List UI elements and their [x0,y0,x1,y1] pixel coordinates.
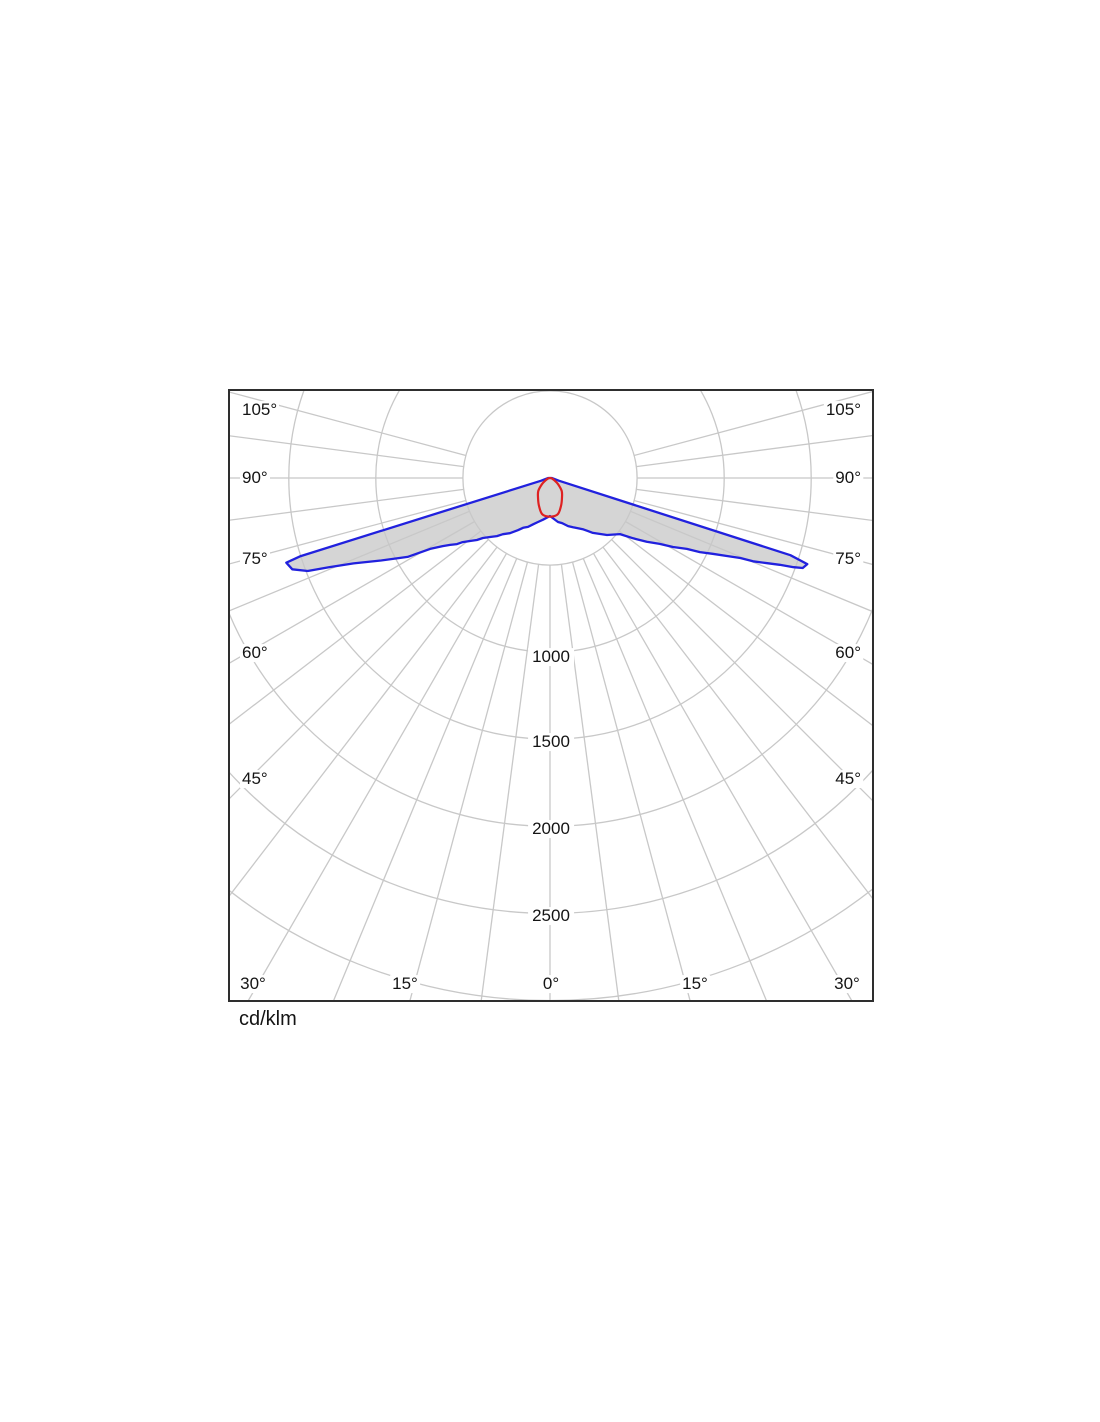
unit-label: cd/klm [239,1008,297,1031]
angle-tick-label-right-3: 90° [833,468,863,488]
angle-tick-label-right-0: 45° [833,769,863,789]
radial-tick-label-2: 2000 [528,820,574,838]
angle-tick-label-right-4: 105° [823,400,863,420]
angle-tick-label-bottom-3: 15° [680,974,710,994]
angle-tick-label-bottom-4: 30° [832,974,862,994]
plot-border [228,389,874,1002]
c0-c180-plane-curve [285,476,809,573]
plot-area [229,390,873,1001]
angle-tick-label-left-0: 105° [240,400,280,420]
radial-tick-label-1: 1500 [528,733,574,751]
angle-tick-label-bottom-2: 0° [540,974,562,994]
angle-tick-label-left-3: 60° [240,643,270,663]
angle-tick-label-right-2: 75° [833,549,863,569]
radial-tick-label-3: 2500 [528,907,574,925]
c90-c270-plane-curve [536,476,564,518]
angle-tick-label-left-2: 75° [240,549,270,569]
polar-grid [229,390,873,1001]
radial-tick-label-0: 1000 [528,648,574,666]
angle-tick-label-bottom-1: 15° [390,974,420,994]
angle-tick-label-left-4: 45° [240,769,270,789]
angle-tick-label-left-1: 90° [240,468,270,488]
angle-tick-label-bottom-0: 30° [238,974,268,994]
intensity-distribution-fill [286,478,808,571]
angle-tick-label-right-1: 60° [833,643,863,663]
